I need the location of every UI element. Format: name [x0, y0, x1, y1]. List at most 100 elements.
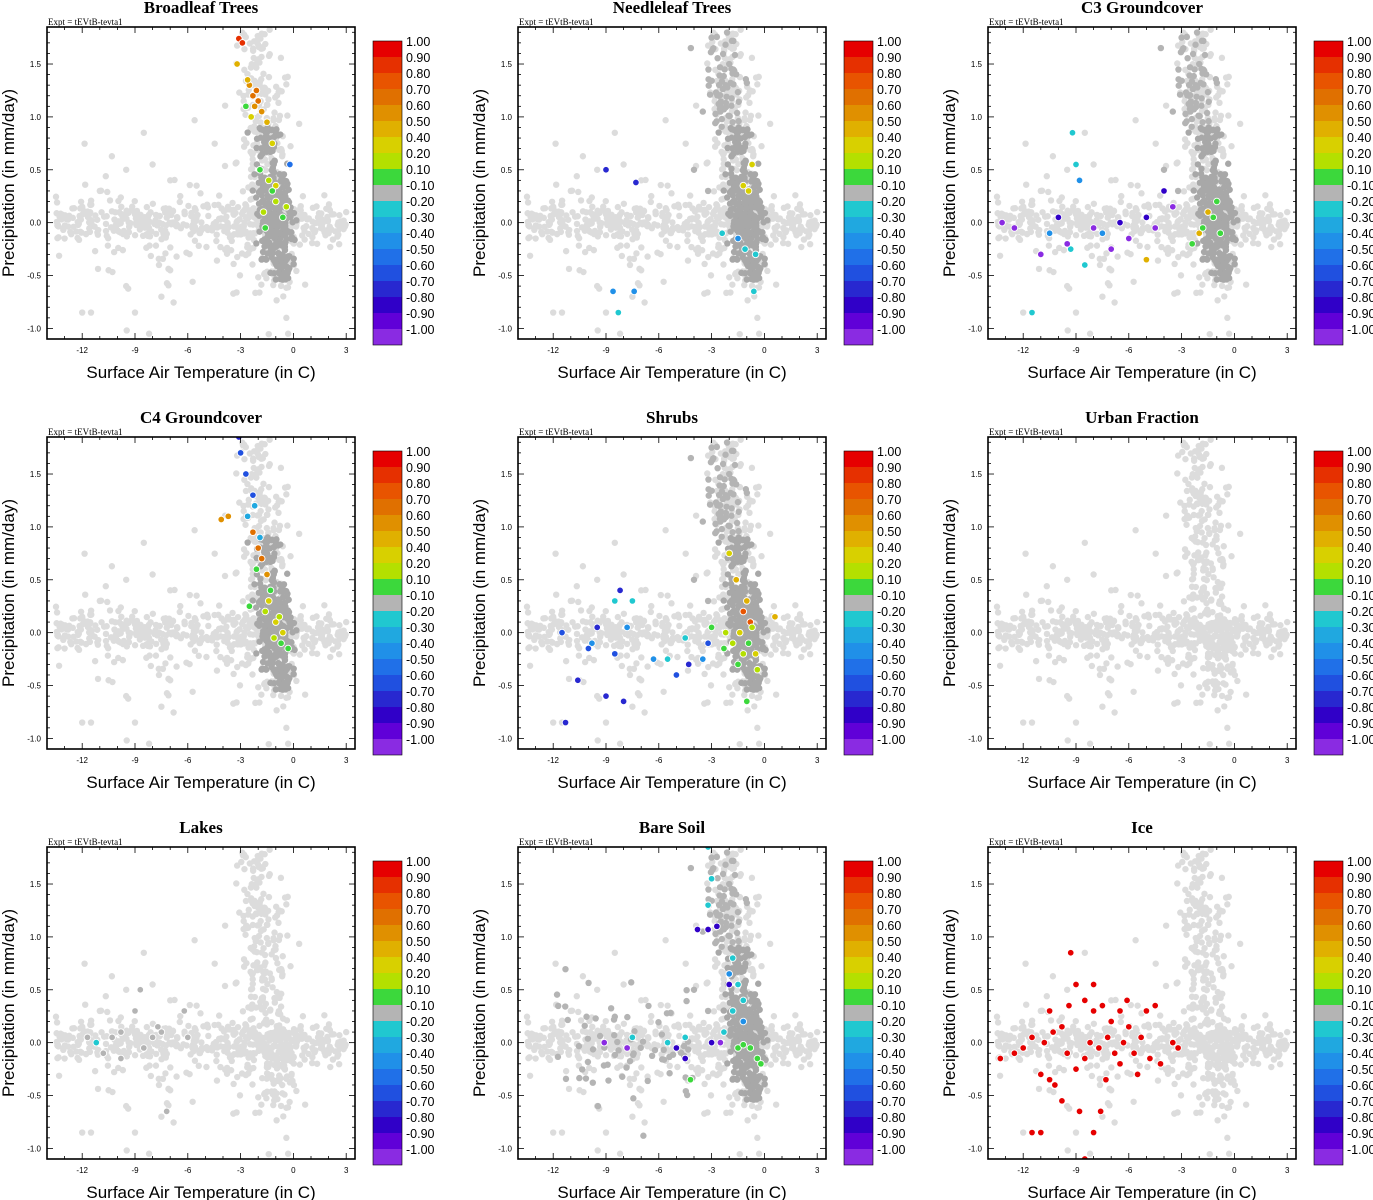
neutral-point — [1222, 223, 1229, 230]
data-point — [259, 208, 268, 216]
background-point — [139, 232, 147, 240]
background-point — [295, 120, 303, 128]
background-point — [102, 220, 110, 228]
background-point — [668, 190, 675, 197]
background-point — [1238, 202, 1245, 210]
background-point — [318, 620, 325, 627]
background-point — [76, 622, 83, 630]
colorbar-swatch — [1314, 217, 1343, 233]
neutral-point — [761, 255, 768, 262]
colorbar-swatch — [1314, 57, 1343, 73]
background-point — [523, 193, 531, 200]
plot-frame — [517, 26, 827, 340]
background-point — [618, 209, 625, 216]
background-point — [249, 150, 257, 157]
background-point — [61, 235, 68, 242]
background-point — [1127, 181, 1134, 189]
background-point — [691, 223, 698, 231]
background-point — [256, 289, 263, 296]
background-point — [755, 112, 762, 119]
background-point — [57, 210, 64, 217]
background-point — [265, 740, 272, 748]
background-point — [1072, 231, 1080, 239]
neutral-point — [728, 187, 736, 194]
colorbar-swatch — [373, 137, 402, 153]
colorbar-swatch — [844, 73, 873, 89]
background-point — [158, 293, 165, 300]
background-point — [98, 209, 105, 216]
background-point — [720, 221, 728, 228]
background-point — [205, 212, 212, 220]
background-point — [284, 522, 291, 529]
background-point — [272, 83, 280, 90]
background-point — [1189, 165, 1197, 172]
background-point — [741, 281, 748, 289]
background-point — [674, 243, 681, 251]
background-point — [167, 267, 174, 274]
colorbar-swatch — [373, 41, 402, 57]
data-point — [632, 178, 640, 187]
background-point — [143, 244, 150, 251]
background-point — [586, 197, 593, 205]
data-point — [1116, 218, 1124, 227]
background-point — [1090, 161, 1097, 168]
background-point — [704, 289, 711, 296]
neutral-point — [724, 161, 732, 168]
background-point — [131, 719, 139, 726]
background-point — [104, 188, 111, 196]
background-point — [158, 636, 165, 643]
background-point — [221, 102, 229, 109]
colorbar-label: -0.60 — [406, 259, 435, 273]
background-point — [555, 213, 563, 220]
background-point — [258, 455, 265, 462]
data-point — [250, 102, 259, 111]
background-point — [87, 611, 94, 619]
background-point — [222, 246, 229, 253]
background-point — [558, 201, 565, 209]
background-point — [748, 54, 756, 62]
neutral-point — [1188, 123, 1195, 130]
background-point — [224, 229, 231, 236]
background-point — [612, 224, 620, 231]
colorbar-label: 0.90 — [406, 51, 430, 65]
data-point — [1142, 213, 1151, 222]
neutral-point — [728, 152, 736, 159]
background-point — [293, 267, 300, 275]
neutral-point — [1222, 262, 1230, 270]
background-point — [233, 629, 240, 636]
neutral-point — [1211, 221, 1218, 229]
background-point — [131, 197, 138, 205]
background-point — [190, 217, 198, 225]
background-point — [1224, 81, 1231, 88]
background-point — [626, 255, 633, 263]
background-point — [75, 236, 83, 244]
background-point — [1162, 102, 1170, 109]
background-point — [792, 192, 799, 199]
neutral-point — [276, 240, 283, 247]
background-point — [230, 620, 238, 628]
background-point — [720, 261, 727, 268]
neutral-point — [1231, 209, 1239, 217]
background-point — [1212, 109, 1219, 116]
background-point — [736, 330, 743, 338]
background-point — [1045, 242, 1053, 249]
background-point — [711, 222, 718, 230]
background-point — [623, 242, 631, 249]
background-point — [716, 250, 723, 257]
background-point — [297, 612, 304, 620]
background-point — [1108, 177, 1115, 184]
neutral-point — [746, 229, 753, 237]
background-point — [576, 267, 583, 274]
background-point — [104, 645, 112, 652]
background-point — [664, 182, 671, 189]
neutral-point — [1220, 251, 1227, 258]
background-point — [659, 212, 666, 220]
background-point — [1158, 243, 1165, 251]
background-point — [1049, 153, 1057, 160]
background-point — [272, 493, 280, 500]
background-point — [236, 682, 244, 689]
neutral-point — [728, 37, 736, 45]
x-tick-label: 0 — [1232, 346, 1237, 355]
neutral-point — [1160, 166, 1168, 173]
neutral-point — [1205, 134, 1213, 142]
